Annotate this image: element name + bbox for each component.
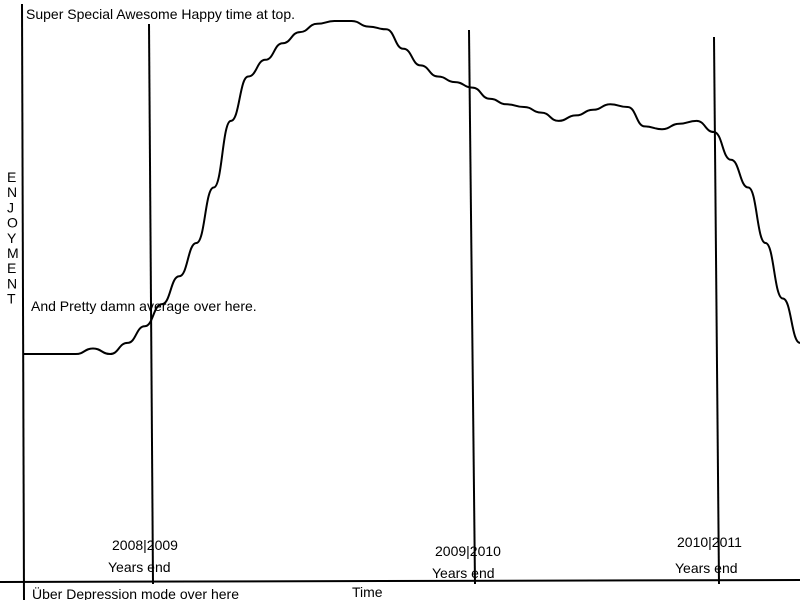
y-axis-label-letter: J bbox=[7, 199, 14, 215]
year-divider-2010-2011 bbox=[713, 36, 720, 585]
y-axis-label-letter: O bbox=[7, 215, 18, 231]
y-axis-label-letter: Y bbox=[7, 230, 17, 246]
y-axis-label-letter: E bbox=[7, 169, 16, 185]
y-axis bbox=[21, 3, 25, 600]
annotation-bottom: Über Depression mode over here bbox=[32, 585, 239, 600]
annotation-middle: And Pretty damn average over here. bbox=[31, 298, 257, 314]
year-divider-2008-2009 bbox=[148, 23, 154, 585]
marker-label-2008-2009: 2008|2009 bbox=[112, 537, 178, 553]
y-axis-label-letter: M bbox=[7, 245, 19, 261]
marker-sublabel-2009-2010: Years end bbox=[432, 565, 495, 581]
y-axis-label-letter: E bbox=[7, 260, 16, 276]
marker-label-2010-2011: 2010|2011 bbox=[677, 534, 742, 550]
marker-label-2009-2010: 2009|2010 bbox=[435, 543, 501, 559]
year-divider-2009-2010 bbox=[468, 29, 476, 585]
marker-sublabel-2010-2011: Years end bbox=[675, 560, 738, 576]
annotation-top: Super Special Awesome Happy time at top. bbox=[26, 6, 295, 22]
x-axis bbox=[0, 579, 800, 583]
y-axis-label-letter: N bbox=[7, 275, 17, 291]
y-axis-label-letter: N bbox=[7, 184, 17, 200]
enjoyment-series-line bbox=[23, 20, 800, 356]
marker-sublabel-2008-2009: Years end bbox=[108, 559, 171, 575]
x-axis-label: Time bbox=[352, 584, 383, 600]
y-axis-label-letter: T bbox=[7, 291, 16, 307]
